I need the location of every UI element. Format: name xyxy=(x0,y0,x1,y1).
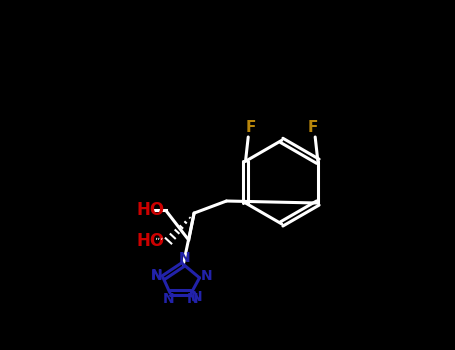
Text: N: N xyxy=(179,251,191,265)
Text: N: N xyxy=(151,268,162,282)
Text: ʼʼʼ: ʼʼʼ xyxy=(155,237,164,247)
Text: F: F xyxy=(307,120,318,135)
Text: N: N xyxy=(151,270,162,284)
Text: HO: HO xyxy=(136,232,164,250)
Text: N: N xyxy=(163,292,174,306)
Text: F: F xyxy=(246,120,256,135)
Text: N: N xyxy=(191,290,202,304)
Text: N: N xyxy=(200,270,212,284)
Text: N: N xyxy=(187,292,198,306)
Text: HO: HO xyxy=(136,202,164,219)
